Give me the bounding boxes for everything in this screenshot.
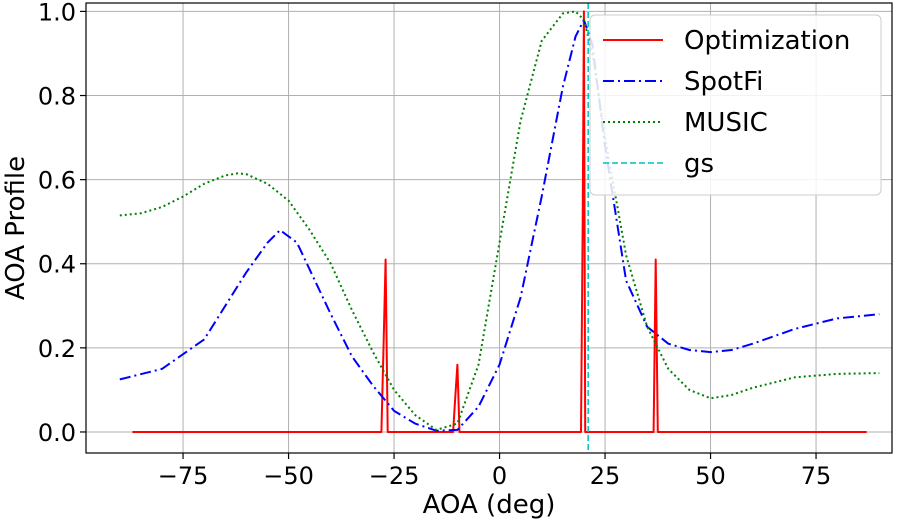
- x-tick-label: −75: [158, 462, 209, 490]
- x-tick-label: 75: [801, 462, 832, 490]
- y-tick-label: 0.6: [38, 167, 76, 195]
- series-line-spotfi: [119, 18, 880, 432]
- legend-box: [589, 14, 882, 196]
- legend-label-gs: gs: [684, 149, 714, 179]
- x-tick-label: 25: [590, 462, 621, 490]
- x-tick-label: −50: [263, 462, 314, 490]
- y-tick-label: 0.4: [38, 251, 76, 279]
- series-line-music: [119, 10, 880, 431]
- y-tick-label: 0.0: [38, 419, 76, 447]
- series-line-optimization: [132, 10, 867, 433]
- y-axis-label: AOA Profile: [1, 156, 31, 300]
- series-lines: [119, 3, 880, 453]
- y-tick-label: 0.2: [38, 335, 76, 363]
- legend: Optimization SpotFi MUSIC gs: [589, 14, 882, 196]
- x-axis-label: AOA (deg): [423, 490, 556, 519]
- legend-label-music: MUSIC: [684, 108, 768, 138]
- plot-frame: [85, 2, 893, 454]
- legend-label-spotfi: SpotFi: [684, 67, 763, 97]
- x-axis-ticks: −75 −50 −25 0 25 50 75: [158, 453, 832, 490]
- x-tick-label: 50: [695, 462, 726, 490]
- x-tick-label: −25: [369, 462, 420, 490]
- y-axis-ticks: 0.0 0.2 0.4 0.6 0.8 1.0: [38, 0, 86, 447]
- y-tick-label: 1.0: [38, 0, 76, 26]
- legend-label-optimization: Optimization: [684, 26, 850, 56]
- y-tick-label: 0.8: [38, 83, 76, 111]
- x-tick-label: 0: [492, 462, 507, 490]
